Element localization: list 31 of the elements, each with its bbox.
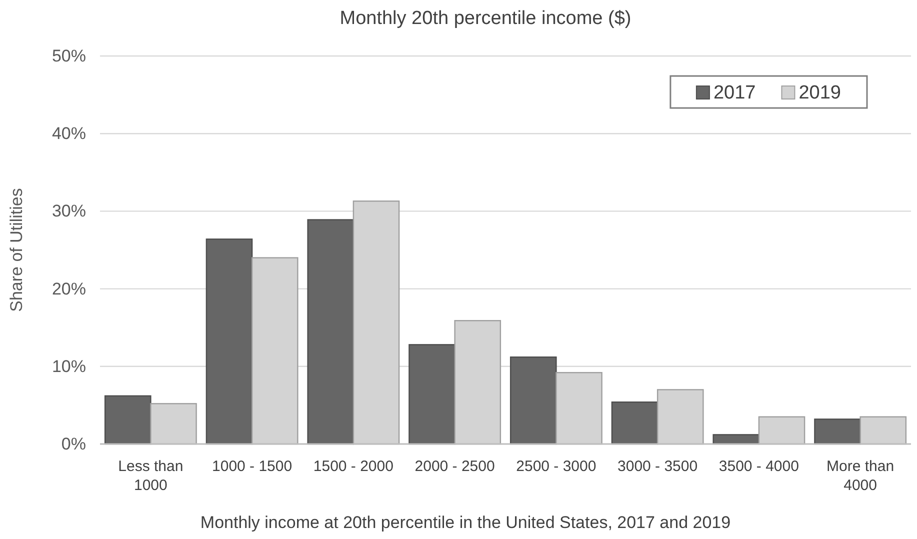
y-tick-label: 40% [52, 124, 86, 144]
bar [104, 395, 152, 445]
bar [656, 389, 704, 445]
bar [758, 416, 806, 445]
bar [307, 219, 354, 445]
x-tick-label: 2000 - 2500 [414, 458, 495, 475]
y-tick-label: 10% [52, 356, 86, 376]
x-tick-label: 2500 - 3000 [516, 458, 596, 475]
legend-label: 2017 [713, 82, 756, 104]
bar [408, 344, 456, 445]
bar [611, 401, 658, 445]
bar [150, 403, 197, 445]
bar [510, 356, 557, 445]
bar [814, 418, 861, 445]
bar [556, 372, 602, 445]
x-tick-label: 1000 - 1500 [212, 458, 292, 475]
x-tick-label: 1500 - 2000 [313, 458, 394, 475]
bar [860, 416, 907, 445]
y-tick-label: 30% [52, 202, 86, 221]
legend-label: 2019 [798, 82, 841, 104]
x-axis-title: Monthly income at 20th percentile in the United States, 2017 and 2019 [200, 513, 731, 532]
bar [206, 238, 253, 445]
x-tick-label: More than 4000 [826, 458, 894, 494]
chart-title: Monthly 20th percentile income ($) [340, 8, 632, 29]
x-tick-label: Less than 1000 [118, 458, 184, 494]
x-tick-label: 3500 - 4000 [718, 458, 799, 475]
y-tick-label: 0% [61, 434, 86, 454]
x-tick-label: 3000 - 3500 [618, 458, 698, 475]
y-axis-title: Share of Utilities [7, 188, 26, 312]
y-tick-label: 50% [52, 46, 86, 66]
y-tick-label: 20% [52, 279, 86, 298]
